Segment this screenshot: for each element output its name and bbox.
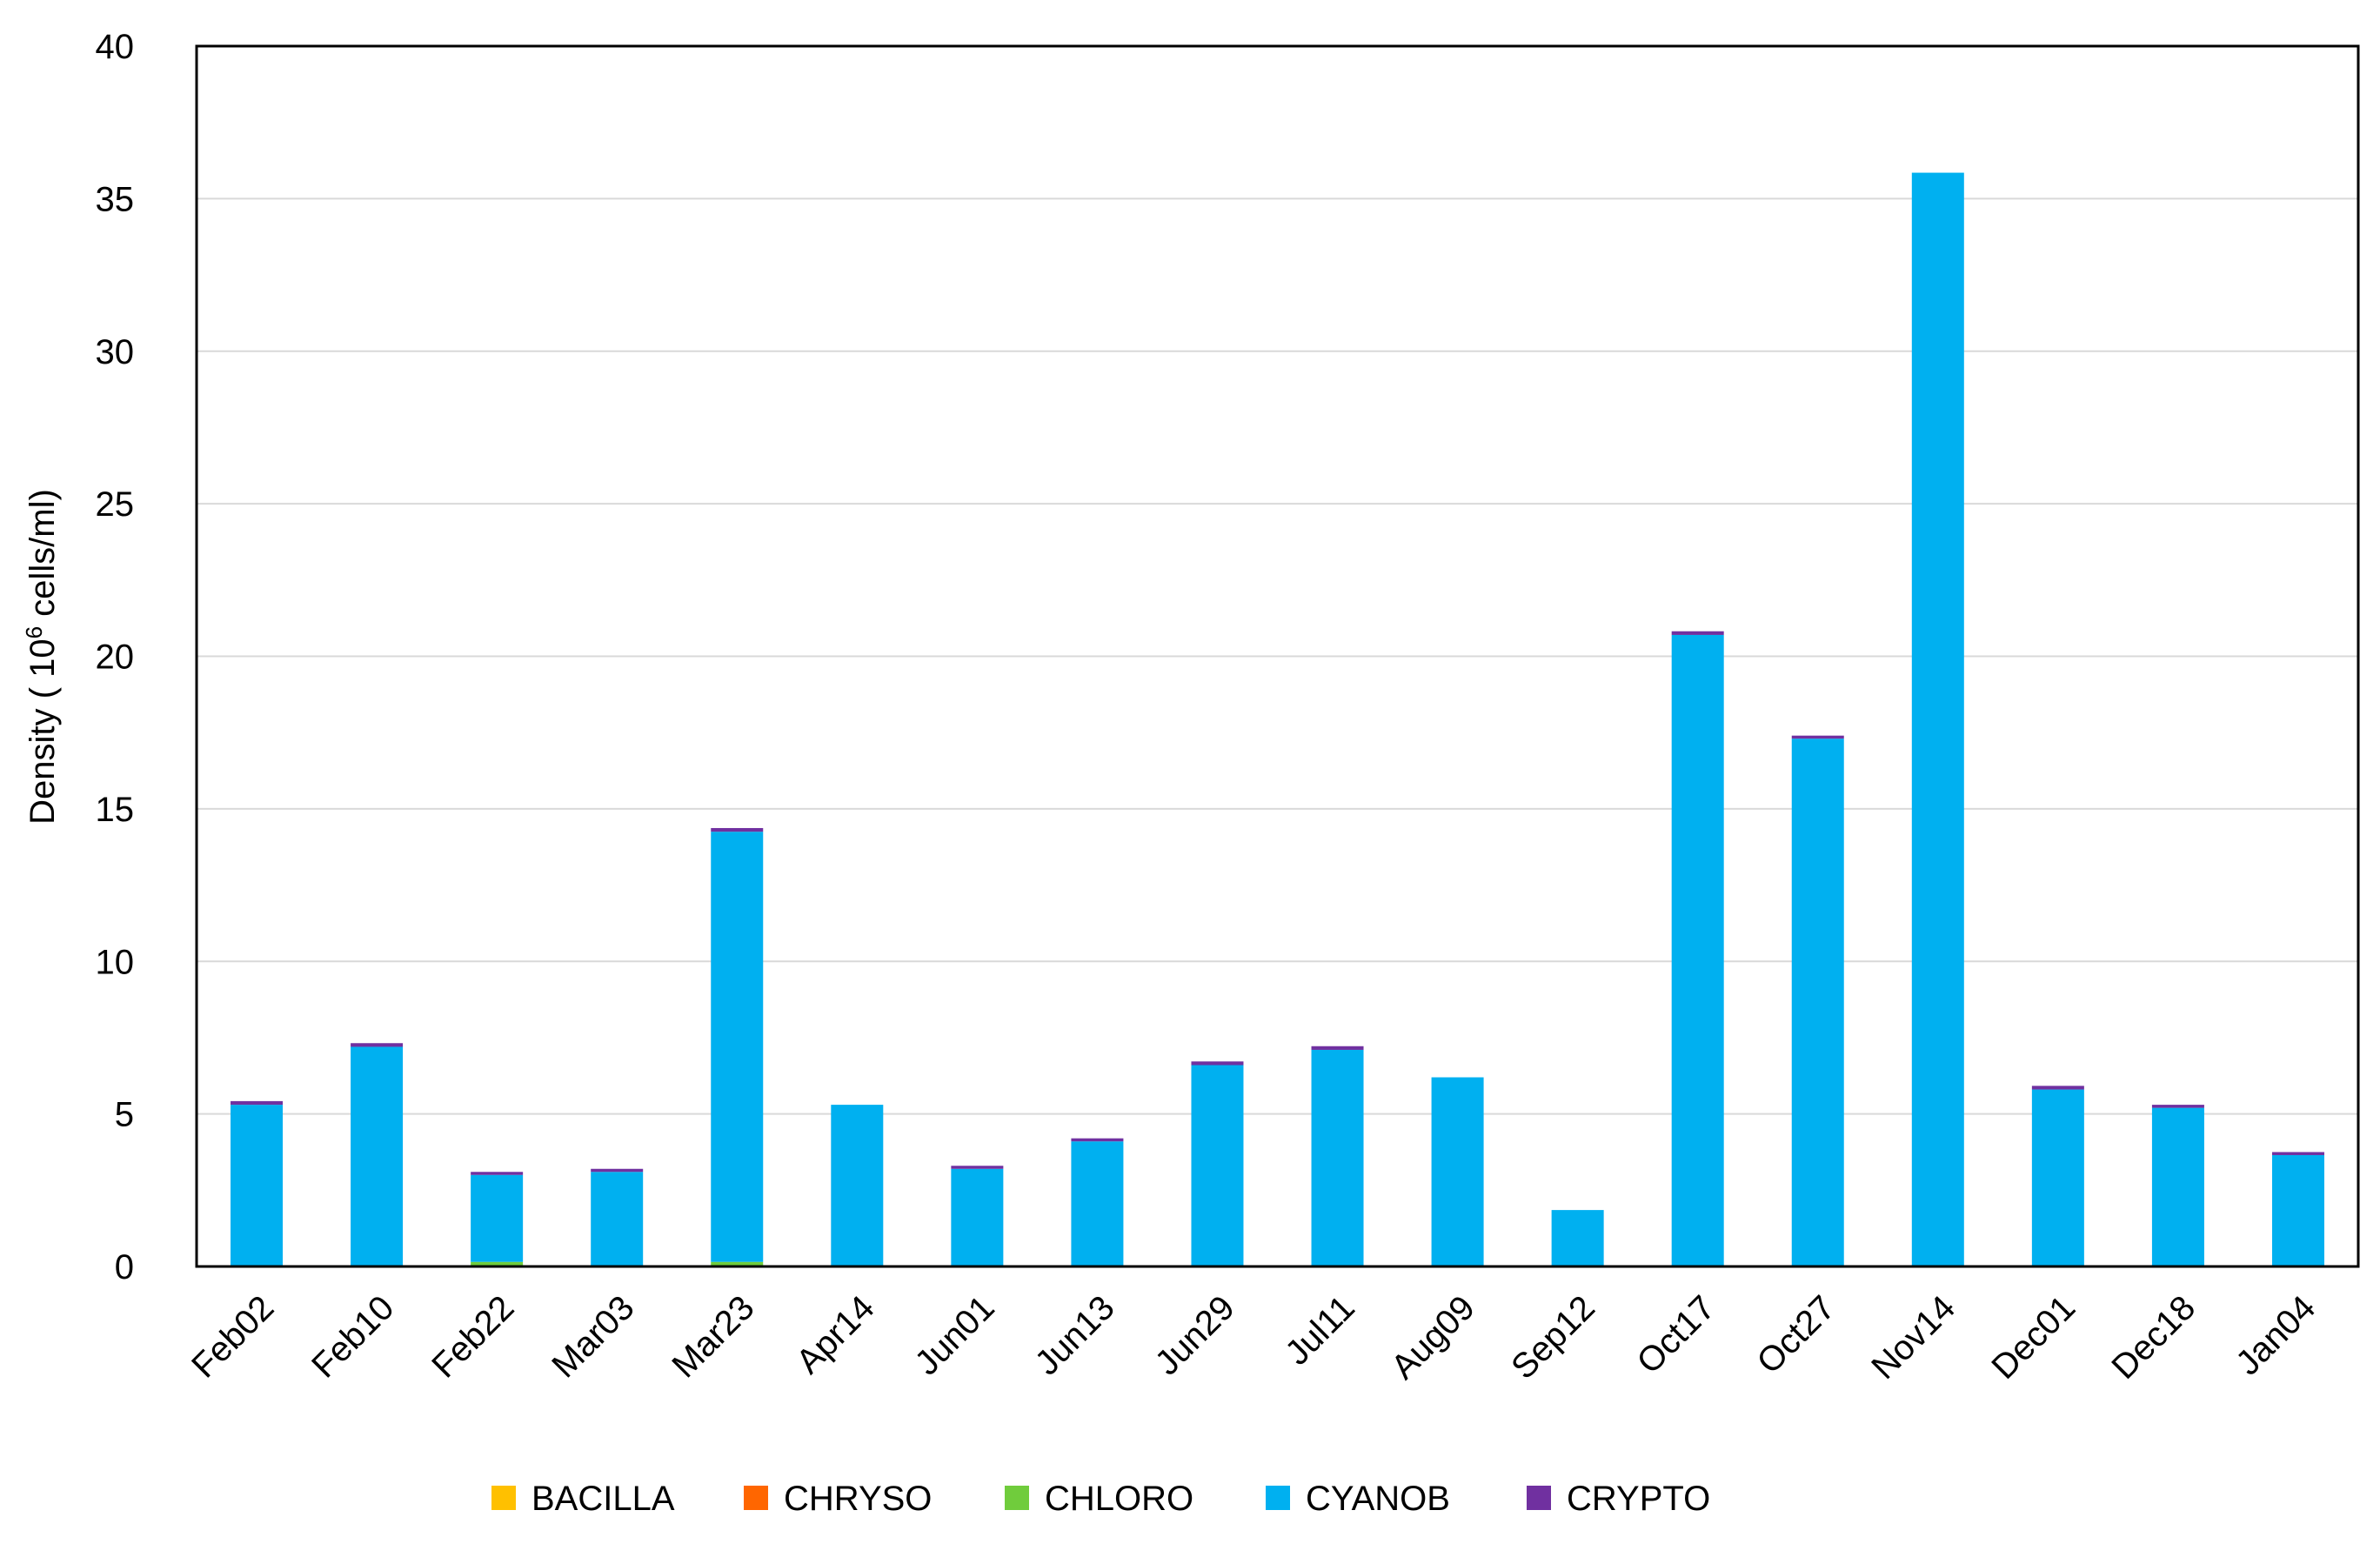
y-tick-label: 10 (96, 943, 135, 981)
bar-crypto-mar03 (591, 1168, 644, 1173)
x-tick-label: Jun13 (1028, 1288, 1122, 1382)
bar-cyanob-aug09 (1431, 1077, 1484, 1266)
legend-label: BACILLA (531, 1480, 675, 1518)
bar-cyanob-apr14 (831, 1105, 884, 1266)
legend-item-chryso: CHRYSO (744, 1480, 932, 1518)
bar-cyanob-dec18 (2151, 1107, 2204, 1266)
bar-cyanob-feb02 (231, 1105, 284, 1266)
bar-crypto-oct17 (1671, 631, 1724, 635)
bar-cyanob-oct27 (1791, 738, 1844, 1266)
plot-frame (195, 44, 2360, 1268)
bar-cyanob-oct17 (1671, 634, 1724, 1266)
x-tick-label: Oct17 (1629, 1288, 1722, 1381)
plot-border (195, 44, 2360, 1268)
bar-crypto-jul11 (1311, 1046, 1364, 1050)
x-tick-label: Dec18 (2104, 1288, 2203, 1387)
bar-crypto-jun29 (1191, 1061, 1244, 1066)
legend-swatch (744, 1486, 768, 1510)
y-tick-label: 25 (96, 485, 135, 524)
bar-chloro-mar23 (711, 1261, 764, 1266)
x-tick-label: Mar03 (545, 1288, 641, 1385)
y-tick-labels: 0 5 10 15 20 25 30 35 40 (96, 28, 135, 1286)
legend-item-crypto: CRYPTO (1527, 1480, 1710, 1518)
y-tick-label: 15 (96, 791, 135, 829)
x-tick-label: Feb02 (184, 1288, 281, 1385)
y-tick-label: 30 (96, 333, 135, 371)
bar-cyanob-feb22 (471, 1174, 524, 1262)
y-tick-label: 0 (115, 1248, 134, 1286)
y-tick-label: 35 (96, 180, 135, 218)
bar-cyanob-dec01 (2031, 1089, 2084, 1266)
bar-cyanob-jun01 (951, 1168, 1004, 1266)
bar-crypto-dec01 (2031, 1086, 2084, 1090)
x-tick-label: Feb22 (425, 1288, 521, 1385)
y-axis-label: Density ( 106 cells/ml) (21, 489, 62, 825)
gridlines (197, 197, 2358, 1115)
legend-swatch (1266, 1486, 1290, 1510)
bar-crypto-jun13 (1071, 1138, 1124, 1142)
bar-cyanob-mar03 (591, 1172, 644, 1266)
x-tick-label: Aug09 (1384, 1288, 1482, 1387)
x-tick-label: Apr14 (789, 1288, 882, 1381)
x-tick-label: Sep12 (1504, 1288, 1602, 1387)
x-tick-label: Jun29 (1148, 1288, 1242, 1382)
bar-cyanob-mar23 (711, 832, 764, 1262)
legend-label: CHLORO (1045, 1480, 1193, 1518)
bars (231, 172, 2324, 1266)
bar-crypto-feb22 (471, 1172, 524, 1175)
legend: BACILLA CHRYSO CHLORO CYANOB CRYPTO (491, 1480, 1710, 1518)
legend-label: CHRYSO (784, 1480, 932, 1518)
x-tick-label: Mar23 (665, 1288, 761, 1385)
legend-label: CYANOB (1306, 1480, 1450, 1518)
x-tick-label: Jan04 (2229, 1288, 2323, 1382)
y-tick-label: 40 (96, 28, 135, 66)
legend-item-cyanob: CYANOB (1266, 1480, 1450, 1518)
x-tick-label: Jul11 (1278, 1288, 1362, 1373)
x-tick-labels: Feb02 Feb10 Feb22 Mar03 Mar23 Apr14 Jun01 Jun13… (184, 1288, 2323, 1387)
legend-item-bacilla: BACILLA (491, 1480, 675, 1518)
bar-cyanob-jul11 (1311, 1049, 1364, 1266)
bar-crypto-jan04 (2271, 1152, 2324, 1155)
bar-cyanob-jun13 (1071, 1141, 1124, 1266)
bar-chloro-feb22 (471, 1261, 524, 1266)
x-tick-label: Oct27 (1750, 1288, 1843, 1381)
x-tick-label: Feb10 (304, 1288, 401, 1385)
legend-swatch (491, 1486, 516, 1510)
legend-swatch (1005, 1486, 1029, 1510)
bar-crypto-feb10 (351, 1043, 404, 1047)
bar-cyanob-jun29 (1191, 1065, 1244, 1266)
legend-label: CRYPTO (1567, 1480, 1710, 1518)
bar-cyanob-jan04 (2271, 1154, 2324, 1266)
bar-crypto-dec18 (2151, 1105, 2204, 1108)
x-tick-label: Jun01 (908, 1288, 1002, 1382)
legend-swatch (1527, 1486, 1551, 1510)
x-tick-label: Dec01 (1984, 1288, 2082, 1387)
bar-crypto-feb02 (231, 1100, 284, 1106)
bar-crypto-oct27 (1791, 735, 1844, 739)
y-tick-label: 5 (115, 1096, 134, 1134)
bar-crypto-mar23 (711, 827, 764, 832)
bar-cyanob-nov14 (1911, 172, 1964, 1266)
bar-crypto-jun01 (951, 1166, 1004, 1169)
legend-item-chloro: CHLORO (1005, 1480, 1193, 1518)
y-tick-label: 20 (96, 638, 135, 677)
bar-cyanob-feb10 (351, 1046, 404, 1266)
x-tick-label: Nov14 (1864, 1288, 1962, 1387)
bar-cyanob-sep12 (1551, 1210, 1604, 1266)
